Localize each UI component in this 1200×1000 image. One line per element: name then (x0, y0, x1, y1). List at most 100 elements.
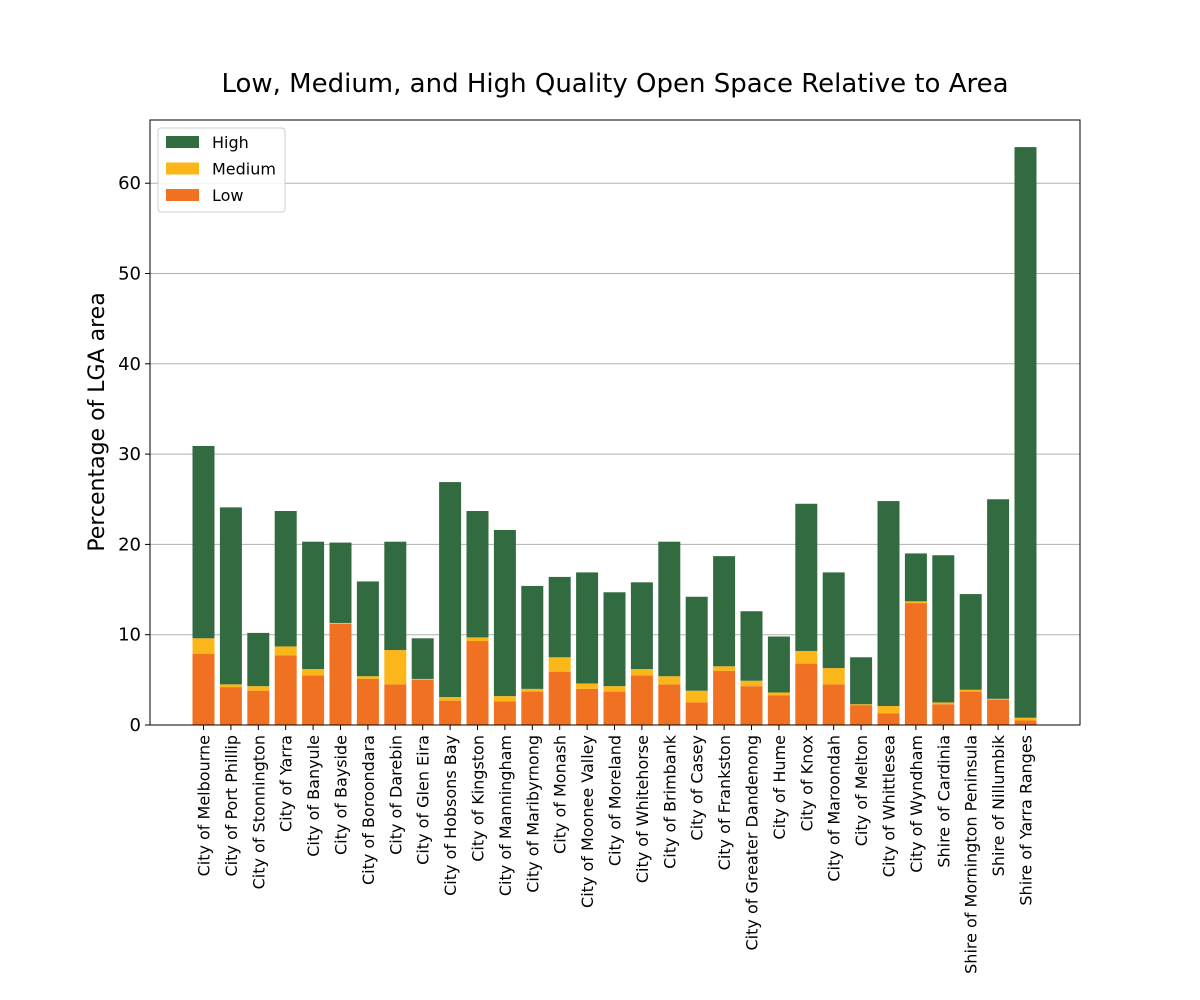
legend-label-high: High (212, 133, 249, 152)
bar-low-13 (548, 671, 571, 725)
bar-high-25 (877, 501, 900, 707)
x-tick-label: City of Brimbank (660, 734, 679, 869)
x-tick-label: City of Manningham (496, 735, 515, 896)
bar-low-16 (630, 675, 653, 725)
bar-low-17 (658, 684, 681, 725)
y-axis-label: Percentage of LGA area (85, 292, 110, 551)
bar-high-27 (932, 555, 955, 703)
x-tick-label: City of Maribyrnong (523, 735, 542, 893)
bar-high-28 (959, 594, 982, 690)
x-tick-label: City of Hobsons Bay (441, 735, 460, 896)
x-tick-label: City of Stonnington (249, 735, 268, 889)
x-tick-label: City of Maroondah (825, 735, 844, 882)
bar-high-11 (493, 529, 516, 697)
bar-medium-13 (548, 657, 571, 672)
bar-high-10 (466, 510, 489, 638)
bar-high-19 (713, 556, 736, 667)
bar-low-12 (521, 691, 544, 725)
x-tick-label: City of Frankston (715, 735, 734, 870)
x-tick-label: Shire of Nillumbik (989, 734, 1008, 876)
x-tick-label: City of Whitehorse (633, 735, 652, 883)
bar-low-2 (247, 690, 270, 725)
x-tick-label: City of Whittlesea (880, 735, 899, 877)
bar-medium-5 (329, 622, 352, 624)
bar-high-20 (740, 611, 763, 681)
bar-low-11 (493, 701, 516, 725)
bar-medium-9 (439, 697, 462, 701)
bar-medium-8 (411, 678, 434, 680)
y-tick-label: 20 (118, 534, 141, 555)
legend-label-low: Low (212, 186, 244, 205)
bar-low-15 (603, 691, 626, 725)
x-axis: City of Melbourne City of Port Phillip Cit… (195, 725, 1036, 974)
bar-low-21 (767, 695, 790, 725)
bar-medium-19 (713, 666, 736, 671)
bar-low-27 (932, 704, 955, 725)
x-tick-label: City of Casey (688, 735, 707, 841)
bar-medium-15 (603, 686, 626, 692)
bar-medium-0 (192, 638, 215, 654)
bar-medium-12 (521, 688, 544, 692)
bar-low-26 (904, 603, 927, 725)
x-tick-label: City of Moonee Valley (578, 735, 597, 908)
bar-medium-29 (987, 698, 1010, 700)
bar-low-4 (302, 675, 325, 725)
bar-medium-18 (685, 690, 708, 703)
legend-swatch-low (166, 189, 199, 201)
bar-medium-30 (1014, 717, 1037, 721)
bar-high-0 (192, 445, 215, 639)
bar-high-1 (219, 507, 242, 685)
y-tick-label: 10 (118, 625, 141, 646)
x-tick-label: City of Hume (770, 735, 789, 840)
bar-medium-14 (576, 683, 599, 689)
x-tick-label: City of Bayside (332, 735, 351, 855)
legend-swatch-high (166, 136, 199, 148)
bar-low-1 (219, 687, 242, 725)
bar-low-23 (822, 684, 845, 725)
bar-medium-21 (767, 692, 790, 696)
bar-high-2 (247, 632, 270, 687)
bar-medium-17 (658, 676, 681, 685)
x-tick-label: City of Yarra (277, 735, 296, 832)
bars (192, 147, 1037, 725)
legend-label-medium: Medium (212, 160, 276, 179)
bar-high-14 (576, 572, 599, 684)
bar-low-3 (274, 655, 297, 725)
bar-low-19 (713, 670, 736, 725)
x-tick-label: City of Glen Eira (414, 735, 433, 865)
x-tick-label: City of Port Phillip (222, 735, 241, 876)
x-tick-label: City of Banyule (304, 735, 323, 857)
x-tick-label: City of Melbourne (195, 735, 214, 876)
bar-high-5 (329, 542, 352, 623)
bar-medium-27 (932, 702, 955, 705)
bar-medium-4 (302, 669, 325, 676)
legend: High Medium Low (157, 127, 286, 213)
bar-medium-2 (247, 686, 270, 691)
bar-low-29 (987, 699, 1010, 725)
x-tick-label: City of Wyndham (907, 735, 926, 873)
bar-medium-3 (274, 646, 297, 656)
x-tick-label: Shire of Mornington Peninsula (962, 735, 981, 974)
bar-low-24 (850, 705, 873, 725)
y-tick-label: 40 (118, 354, 141, 375)
bar-low-9 (439, 700, 462, 725)
bar-high-15 (603, 592, 626, 687)
y-tick-label: 0 (130, 715, 141, 736)
bar-high-9 (439, 482, 462, 698)
bar-low-8 (411, 679, 434, 725)
bar-high-23 (822, 572, 845, 669)
bar-high-22 (795, 503, 818, 651)
bar-low-22 (795, 663, 818, 725)
y-axis: 0 10 20 30 40 50 60 (118, 173, 150, 736)
bar-low-20 (740, 686, 763, 725)
bar-low-30 (1014, 720, 1037, 725)
bar-medium-20 (740, 680, 763, 687)
bar-medium-7 (384, 650, 407, 685)
bar-high-8 (411, 638, 434, 679)
x-tick-label: City of Monash (551, 735, 570, 854)
y-tick-label: 50 (118, 264, 141, 285)
x-tick-label: City of Kingston (469, 735, 488, 862)
bar-low-28 (959, 691, 982, 725)
bar-low-5 (329, 623, 352, 725)
legend-swatch-medium (166, 162, 199, 175)
